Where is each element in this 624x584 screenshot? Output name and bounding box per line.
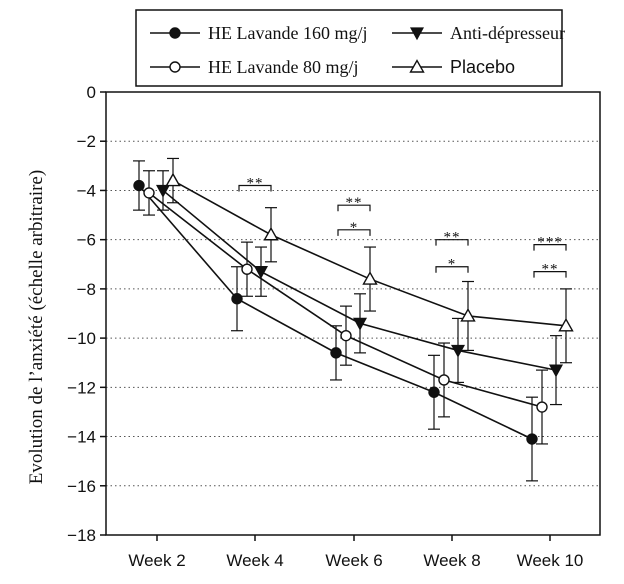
y-tick-label: −6 <box>77 231 96 250</box>
data-point <box>352 317 368 331</box>
grid-lines <box>106 91 600 487</box>
y-tick-label: −2 <box>77 132 96 151</box>
data-point <box>263 226 279 241</box>
legend: HE Lavande 160 mg/j Anti-dépresseur HE Lav… <box>135 9 565 87</box>
series-4 <box>165 157 574 364</box>
data-point <box>231 293 243 305</box>
y-tick-label: −4 <box>77 181 96 200</box>
significance-bracket <box>238 184 272 192</box>
legend-item: HE Lavande 160 mg/j <box>150 23 367 43</box>
series-3 <box>155 170 564 406</box>
data-point <box>241 263 253 275</box>
significance-bracket <box>435 266 469 273</box>
series-2 <box>143 170 548 445</box>
x-tick-label: Week 8 <box>423 551 480 570</box>
y-tick-label: −10 <box>67 329 96 348</box>
y-tick-label: −18 <box>67 526 96 545</box>
data-point <box>165 172 181 187</box>
significance-label: ** <box>444 230 461 246</box>
significance-bracket <box>533 243 567 251</box>
data-point <box>155 184 171 198</box>
legend-marker <box>169 27 181 39</box>
series-group <box>133 157 574 482</box>
significance-label: ** <box>247 176 264 192</box>
legend-marker <box>409 27 425 41</box>
significance-bracket <box>337 204 371 212</box>
significance-label: ** <box>542 262 559 278</box>
data-point <box>536 401 548 413</box>
significance-label: * <box>448 257 457 273</box>
y-tick-label: −14 <box>67 428 96 447</box>
x-tick-label: Week 10 <box>517 551 584 570</box>
significance-label: * <box>350 220 359 236</box>
legend-item: Anti-dépresseur <box>392 23 565 43</box>
y-tick-label: −12 <box>67 378 96 397</box>
x-tick-label: Week 6 <box>325 551 382 570</box>
data-point <box>362 271 378 285</box>
x-tick-label: Week 4 <box>226 551 283 570</box>
significance-bracket <box>533 271 567 278</box>
y-tick-label: −8 <box>77 280 96 299</box>
legend-item: Placebo <box>392 57 515 77</box>
axes <box>105 91 601 536</box>
data-point <box>548 364 564 378</box>
data-point <box>428 386 440 398</box>
legend-item: HE Lavande 80 mg/j <box>150 57 358 77</box>
data-point <box>450 344 466 358</box>
data-point <box>460 308 476 322</box>
significance-bracket <box>337 229 371 236</box>
legend-box <box>135 9 563 87</box>
plot-frame <box>105 91 601 536</box>
data-point <box>143 187 155 199</box>
y-axis-label: Evolution de l’anxiété (échelle arbitrai… <box>26 170 47 484</box>
data-point <box>558 317 574 332</box>
significance-bracket <box>435 239 469 246</box>
x-tick-label: Week 2 <box>128 551 185 570</box>
series-1 <box>133 160 538 482</box>
data-point <box>133 179 145 192</box>
data-point <box>340 329 352 342</box>
data-point <box>330 347 342 359</box>
data-point <box>526 433 538 445</box>
y-tick-label: −16 <box>67 477 96 496</box>
significance-label: *** <box>537 235 563 251</box>
legend-marker <box>409 59 425 73</box>
legend-label: HE Lavande 160 mg/j <box>208 23 367 43</box>
legend-marker <box>169 61 181 73</box>
series-line <box>138 184 533 440</box>
tick-labels: 0 −2 −4 −6 −8 −10 −12 −14 −16 −18 Week 2 Week 4 Week… <box>67 83 583 570</box>
legend-label: Placebo <box>450 57 515 77</box>
significance-label: ** <box>346 195 363 211</box>
legend-label: HE Lavande 80 mg/j <box>208 57 358 77</box>
data-point <box>253 266 269 279</box>
data-point <box>438 374 450 386</box>
series-line <box>148 192 543 408</box>
y-tick-label: 0 <box>87 83 96 102</box>
significance-annotations: ************* <box>238 176 567 278</box>
legend-label: Anti-dépresseur <box>450 23 565 43</box>
